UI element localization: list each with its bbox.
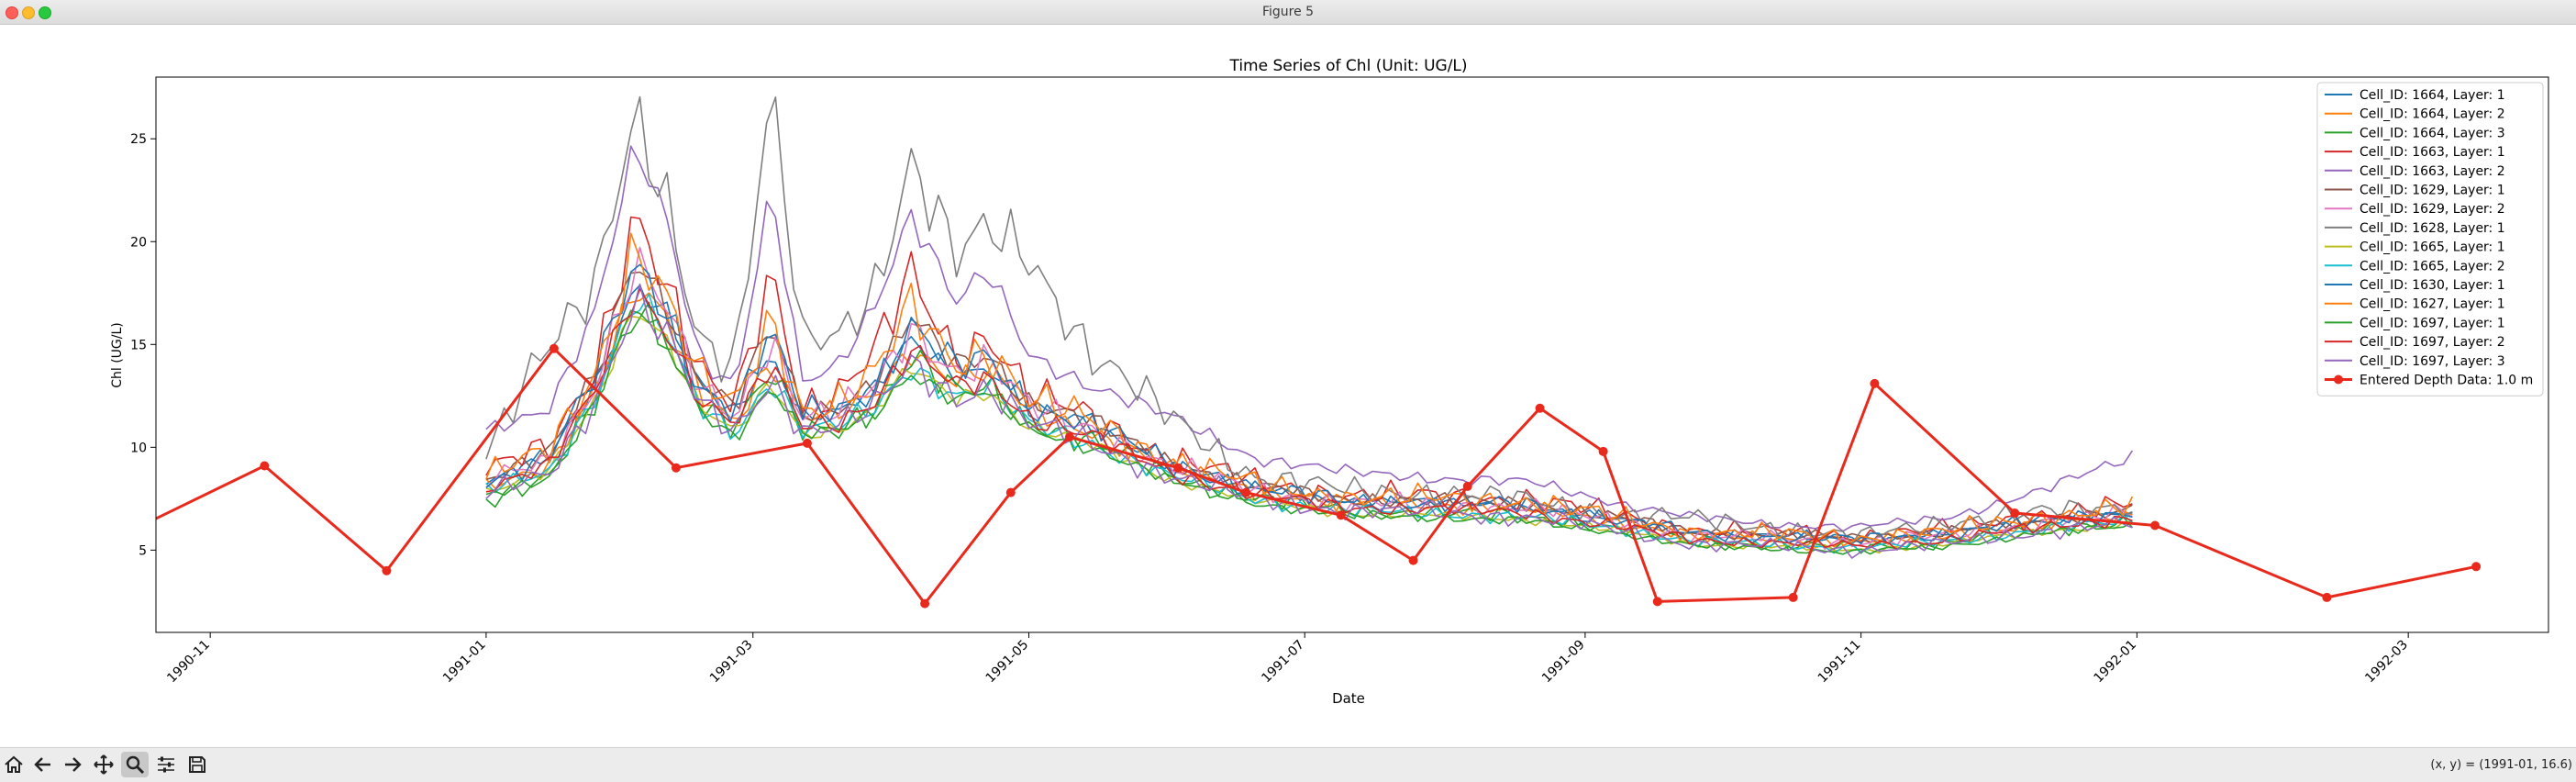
measured-point (1652, 597, 1662, 607)
window-title: Figure 5 (1261, 5, 1315, 19)
legend-label: Cell_ID: 1627, Layer: 1 (2359, 297, 2505, 312)
x-tick-label: 1991-11 (1815, 638, 1864, 687)
legend-label: Cell_ID: 1663, Layer: 1 (2359, 145, 2505, 160)
measured-point (1870, 378, 1880, 388)
chart: Time Series of Chl (Unit: UG/L) Chl (UG/… (110, 57, 2549, 707)
series-line (485, 145, 2134, 532)
measured-point (1064, 432, 1074, 442)
series-line (485, 292, 2133, 548)
x-tick-label: 1992-03 (2362, 638, 2411, 687)
y-axis-label: Chl (UG/L) (110, 322, 125, 388)
measured-point (1788, 592, 1798, 602)
measured-point (802, 438, 812, 448)
legend-box (2316, 82, 2544, 397)
legend-label: Cell_ID: 1697, Layer: 3 (2359, 354, 2505, 369)
measured-point (671, 463, 681, 473)
home-icon (5, 755, 23, 773)
configure-subplots-button[interactable] (152, 752, 180, 777)
forward-icon (65, 757, 82, 772)
measured-point (549, 343, 559, 353)
y-tick-label: 20 (130, 235, 147, 250)
cursor-coordinates: (x, y) = (1991-01, 16.6) (2430, 758, 2572, 772)
navigation-toolbar: (x, y) = (1991-01, 16.6) (0, 747, 2576, 782)
minimize-window-button[interactable] (22, 6, 35, 19)
series-line (485, 293, 2133, 554)
measured-point (920, 598, 930, 609)
measured-point (2471, 562, 2482, 572)
legend-label: Cell_ID: 1664, Layer: 2 (2359, 107, 2505, 122)
x-tick-label: 1992-01 (2092, 638, 2140, 687)
measured-point (2150, 520, 2160, 531)
y-tick-label: 25 (130, 132, 147, 147)
x-tick-label: 1991-03 (707, 638, 756, 687)
series-line (485, 315, 2133, 554)
close-window-button[interactable] (6, 6, 18, 19)
legend: Cell_ID: 1664, Layer: 1 Cell_ID: 1664, La… (2316, 82, 2544, 397)
series-line (485, 232, 2134, 547)
legend-label: Cell_ID: 1664, Layer: 1 (2359, 88, 2505, 103)
pan-icon (94, 754, 114, 775)
measured-point (2322, 592, 2332, 602)
measured-point (1598, 446, 1608, 456)
zoom-button[interactable] (121, 752, 149, 777)
plot-area (128, 95, 2482, 609)
measured-point (1173, 463, 1183, 473)
measured-line (156, 347, 2477, 606)
y-tick-label: 5 (139, 543, 147, 558)
legend-label: Cell_ID: 1628, Layer: 1 (2359, 221, 2505, 236)
x-tick-label: 1991-09 (1539, 638, 1588, 687)
window-titlebar: Figure 5 (0, 0, 2576, 25)
measured-point (260, 461, 270, 471)
pan-button[interactable] (90, 752, 117, 777)
legend-label: Cell_ID: 1664, Layer: 3 (2359, 126, 2505, 140)
measured-point (1005, 487, 1016, 497)
x-tick-label: 1990-11 (164, 638, 213, 687)
measured-point (1241, 487, 1251, 497)
measured-point (1535, 403, 1545, 413)
legend-label: Cell_ID: 1697, Layer: 2 (2359, 335, 2505, 350)
back-icon (34, 757, 50, 772)
forward-button[interactable] (59, 752, 86, 777)
series-line (485, 263, 2133, 545)
measured-point (1408, 555, 1418, 565)
legend-label: Cell_ID: 1629, Layer: 2 (2359, 202, 2505, 217)
axis-ticks: 1990-11 1991-01 1991-03 1991-05 1991-07 1991-… (130, 132, 2411, 686)
configure-subplots-icon (158, 756, 174, 773)
zoom-icon (126, 755, 145, 775)
measured-point (128, 525, 138, 534)
maximize-window-button[interactable] (39, 6, 51, 19)
series-line (485, 216, 2133, 545)
x-tick-label: 1991-07 (1259, 638, 1307, 687)
series-line (485, 95, 2133, 545)
legend-marker (2334, 374, 2343, 385)
x-tick-label: 1991-01 (440, 638, 489, 687)
x-axis-label: Date (1332, 690, 1365, 707)
measured-point (382, 565, 392, 575)
measured-point (1462, 481, 1472, 491)
y-tick-label: 15 (130, 338, 147, 352)
save-button[interactable] (183, 752, 211, 777)
measured-point (2010, 508, 2020, 519)
series-line (485, 287, 2133, 551)
legend-label: Cell_ID: 1665, Layer: 2 (2359, 259, 2505, 274)
legend-label: Entered Depth Data: 1.0 m (2359, 374, 2533, 388)
back-button[interactable] (29, 752, 57, 777)
figure-canvas[interactable]: Time Series of Chl (Unit: UG/L) Chl (UG/… (0, 25, 2576, 747)
measured-point (1336, 510, 1346, 520)
save-icon (189, 756, 205, 773)
axes-frame (155, 76, 2549, 633)
legend-label: Cell_ID: 1663, Layer: 2 (2359, 164, 2505, 179)
home-button[interactable] (0, 752, 28, 777)
chart-title: Time Series of Chl (Unit: UG/L) (1228, 57, 1467, 75)
legend-label: Cell_ID: 1665, Layer: 1 (2359, 240, 2505, 255)
legend-label: Cell_ID: 1697, Layer: 1 (2359, 316, 2505, 330)
legend-label: Cell_ID: 1629, Layer: 1 (2359, 184, 2505, 198)
series-line (485, 283, 2133, 559)
y-tick-label: 10 (130, 441, 147, 455)
x-tick-label: 1991-05 (983, 638, 1032, 687)
legend-label: Cell_ID: 1630, Layer: 1 (2359, 278, 2505, 293)
